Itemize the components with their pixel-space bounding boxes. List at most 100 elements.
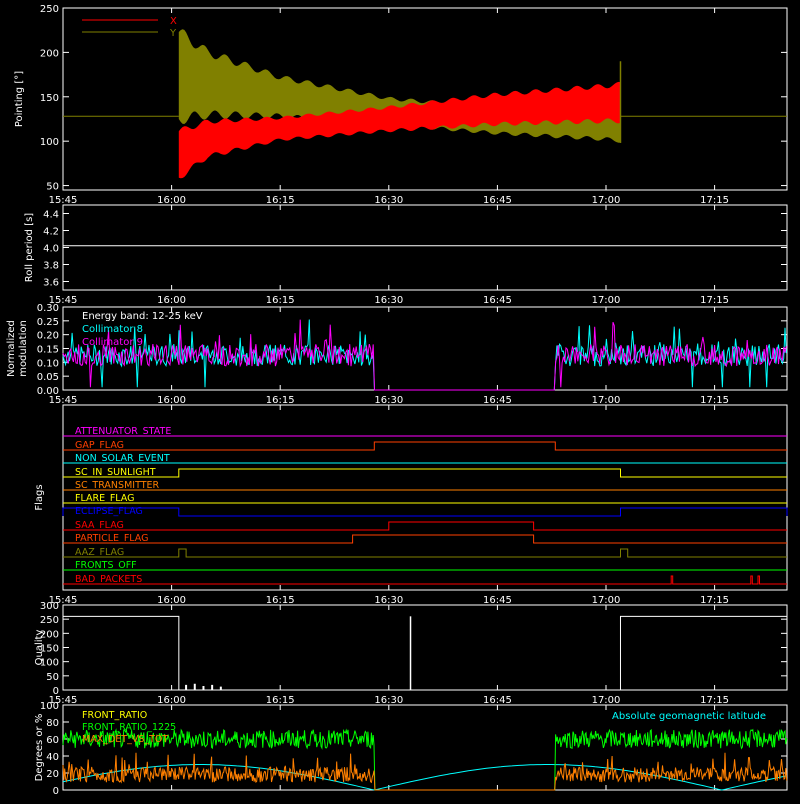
x-tick-label: 16:45 [483,295,512,306]
x-tick-label: 15:45 [49,695,78,706]
flag-label: SC_TRANSMITTER [75,480,160,491]
flag-line-gap-flag [63,441,787,451]
x-tick-label: 15:45 [49,595,78,606]
flag-line-sc-in-sunlight [63,468,787,478]
legend-label-collimator: Collimator 8 [82,324,143,335]
x-tick-label: 16:00 [157,695,186,706]
panel-4-frame [62,604,788,691]
y-tick-label: 20 [46,769,59,780]
x-tick-label: 17:00 [592,695,621,706]
x-tick-label: 17:15 [700,195,729,206]
y-tick-label: 250 [40,615,59,626]
y-tick-label: 0.10 [37,358,59,369]
legend-label-front-ratio: FRONT_RATIO [82,710,147,721]
legend-label-max-det-vs-tot: MAX_DET_VS_TOT [82,734,168,745]
x-tick-label: 16:45 [483,695,512,706]
panel-1-frame [62,204,788,291]
flag-label: ATTENUATOR_STATE [75,426,171,437]
y-tick-label: 0.05 [37,372,59,383]
flag-label: GAP_FLAG [75,440,124,451]
y-tick-label: 200 [40,629,59,640]
y-axis-label: Quality [34,630,45,666]
y-tick-label: 60 [46,735,59,746]
series-collimator-9-line [62,319,787,391]
series-x-band [178,81,621,179]
legend-label-collimator: Collimator 9 [82,337,143,348]
x-tick-label: 16:15 [266,695,295,706]
x-tick-label: 17:00 [592,295,621,306]
y-tick-label: 50 [46,672,59,683]
y-tick-label: 4.4 [43,210,59,221]
y-tick-label: 0.30 [37,303,59,314]
flag-line-aaz-flag [63,548,787,558]
y-axis-label: Roll period [s] [24,213,35,282]
y-tick-label: 300 [40,601,59,612]
x-tick-label: 17:15 [700,295,729,306]
x-tick-label: 17:15 [700,595,729,606]
y-tick-label: 100 [40,658,59,669]
x-tick-label: 17:00 [592,595,621,606]
x-tick-label: 16:00 [157,195,186,206]
x-tick-label: 15:45 [49,295,78,306]
flag-label: AAZ_FLAG [75,547,124,558]
x-tick-label: 16:30 [374,695,403,706]
flag-label: SAA_FLAG [75,520,124,531]
y-tick-label: 0.20 [37,331,59,342]
series-front-ratio-1225-line [62,728,788,791]
legend-title: Energy band: 12-25 keV [82,311,203,322]
quality-segment [62,615,180,690]
y-tick-label: 4.2 [43,227,59,238]
series-max-det-vs-tot-line [62,752,788,791]
y-tick-label: 3.6 [43,278,59,289]
flag-label: FLARE_FLAG [75,493,135,504]
quality-bumps [185,683,222,690]
y-axis-label: modulation [18,320,29,377]
flag-label: BAD_PACKETS [75,574,142,585]
x-tick-label: 16:15 [266,295,295,306]
x-tick-label: 16:30 [374,595,403,606]
flag-label: NON_SOLAR_EVENT [75,453,170,464]
y-tick-label: 200 [40,48,59,59]
flag-line-bad-packets [63,575,787,585]
x-tick-label: 17:15 [700,695,729,706]
y-tick-label: 40 [46,752,59,763]
quality-segment [619,615,788,690]
legend-label-y: Y [169,28,177,39]
y-tick-label: 0.15 [37,345,59,356]
y-tick-label: 100 [40,137,59,148]
flag-label: ECLIPSE_FLAG [75,506,143,517]
x-tick-label: 16:15 [266,595,295,606]
x-tick-label: 16:30 [374,195,403,206]
x-tick-label: 16:00 [157,595,186,606]
flag-label: SC_IN_SUNLIGHT [75,467,156,478]
y-tick-label: 50 [46,182,59,193]
x-tick-label: 16:15 [266,395,295,406]
y-axis-label: Degrees or % [34,714,45,782]
x-tick-label: 16:45 [483,195,512,206]
y-tick-label: 0.25 [37,317,59,328]
y-tick-label: 0 [53,786,59,797]
legend-label-front-ratio-1225: FRONT_RATIO_1225 [82,722,176,733]
panel-3-frame [62,404,788,591]
x-tick-label: 17:00 [592,195,621,206]
y-tick-label: 3.8 [43,261,59,272]
y-tick-label: 0 [53,686,59,697]
y-axis-label: Normalized [6,320,17,377]
x-tick-label: 16:00 [157,295,186,306]
x-tick-label: 17:15 [700,395,729,406]
flag-line-saa-flag [63,521,787,531]
legend-label-x: X [170,16,177,27]
series-latitude-line [62,764,788,791]
latitude-annotation: Absolute geomagnetic latitude [612,711,766,722]
y-tick-label: 100 [40,701,59,712]
flag-label: FRONTS_OFF [75,560,137,571]
x-tick-label: 16:45 [483,395,512,406]
y-tick-label: 80 [46,718,59,729]
x-tick-label: 15:45 [49,395,78,406]
x-tick-label: 16:30 [374,295,403,306]
y-tick-label: 0.00 [37,386,59,397]
x-tick-label: 16:15 [266,195,295,206]
flag-line-eclipse-flag [62,507,788,517]
